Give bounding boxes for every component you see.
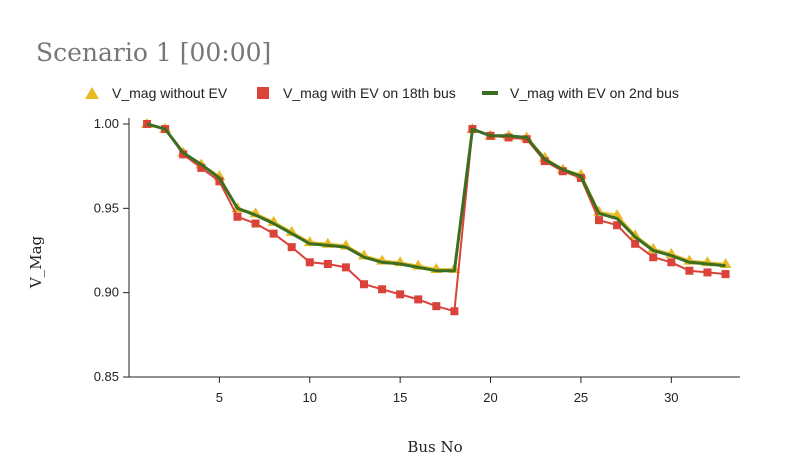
y-tick-label: 0.90	[94, 285, 119, 300]
triangle-marker-icon	[84, 85, 100, 101]
x-tick-label: 30	[664, 390, 678, 405]
data-point-square	[450, 307, 459, 316]
data-point-square	[305, 258, 314, 267]
legend-item-ev-18th-bus[interactable]: V_mag with EV on 18th bus	[255, 85, 456, 101]
legend-label: V_mag with EV on 2nd bus	[510, 85, 679, 101]
y-tick-label: 1.00	[94, 116, 119, 131]
x-axis-label: Bus No	[407, 438, 463, 456]
x-tick-label: 5	[216, 390, 223, 405]
legend-label: V_mag without EV	[112, 85, 228, 101]
data-point-square	[432, 302, 441, 311]
data-point-square	[341, 263, 350, 272]
data-point-triangle	[629, 229, 642, 240]
legend: V_mag without EV V_mag with EV on 18th b…	[0, 0, 789, 120]
data-point-square	[667, 258, 676, 267]
data-point-square	[269, 229, 278, 238]
data-point-square	[649, 253, 658, 262]
data-point-square	[595, 216, 603, 225]
data-point-square	[540, 157, 549, 166]
data-point-square	[721, 270, 730, 279]
data-point-square	[233, 212, 242, 221]
data-point-square	[703, 268, 712, 277]
x-tick-label: 20	[483, 390, 497, 405]
x-tick-label: 15	[393, 390, 407, 405]
line-marker-icon	[482, 85, 498, 101]
data-point-square	[558, 167, 567, 176]
data-point-square	[215, 177, 224, 186]
legend-item-without-ev[interactable]: V_mag without EV	[84, 85, 227, 101]
data-point-square	[360, 280, 368, 289]
data-point-square	[378, 285, 387, 294]
data-point-square	[414, 295, 423, 304]
data-point-square	[504, 133, 513, 142]
data-point-square	[251, 219, 260, 228]
x-tick-label: 25	[574, 390, 588, 405]
chart-title: Scenario 1 [00:00]	[36, 38, 272, 67]
data-point-square	[685, 266, 694, 275]
square-marker-icon	[255, 85, 271, 101]
data-point-square	[396, 290, 405, 299]
y-tick-label: 0.95	[94, 200, 119, 215]
data-point-square	[197, 163, 206, 172]
series-line-2	[146, 122, 726, 273]
data-point-square	[323, 259, 332, 268]
data-point-square	[287, 243, 296, 252]
data-point-square	[631, 239, 640, 248]
x-tick-label: 10	[303, 390, 317, 405]
data-point-square	[143, 120, 152, 128]
legend-label: V_mag with EV on 18th bus	[283, 85, 456, 101]
legend-item-ev-2nd-bus[interactable]: V_mag with EV on 2nd bus	[482, 85, 679, 101]
y-tick-label: 0.85	[94, 369, 119, 384]
data-point-square	[613, 221, 622, 230]
